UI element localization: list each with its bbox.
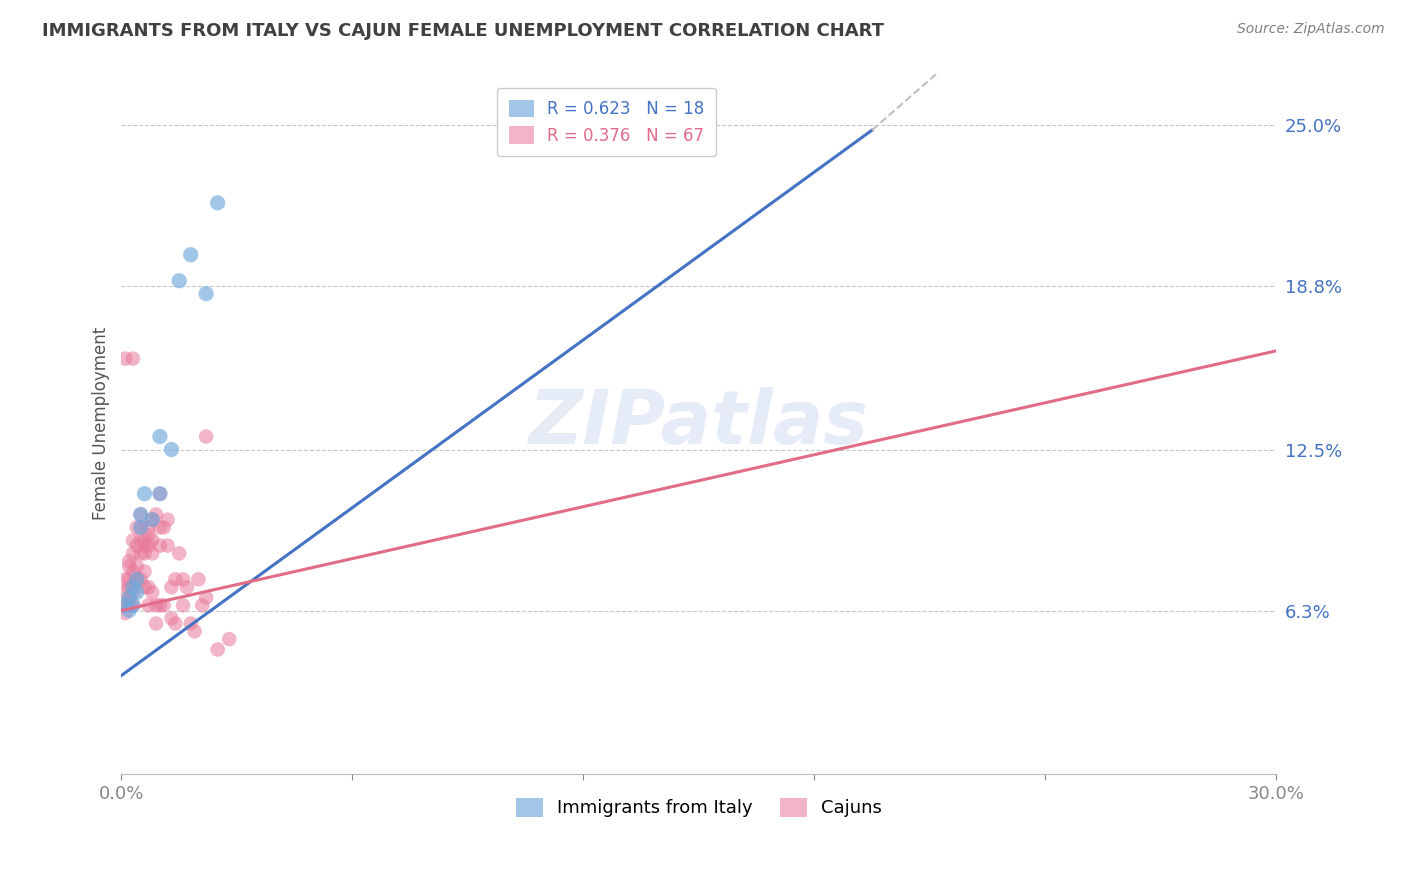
Point <box>165 616 187 631</box>
Point <box>195 286 218 301</box>
Point <box>172 599 194 613</box>
Y-axis label: Female Unemployment: Female Unemployment <box>93 327 110 520</box>
Text: ZIPatlas: ZIPatlas <box>529 387 869 460</box>
Point <box>149 429 172 443</box>
Point <box>114 599 136 613</box>
Point <box>114 599 136 613</box>
Point <box>145 599 167 613</box>
Point <box>134 533 156 548</box>
Point <box>138 520 160 534</box>
Point <box>118 559 141 574</box>
Point <box>118 591 141 605</box>
Text: IMMIGRANTS FROM ITALY VS CAJUN FEMALE UNEMPLOYMENT CORRELATION CHART: IMMIGRANTS FROM ITALY VS CAJUN FEMALE UN… <box>42 22 884 40</box>
Point <box>125 559 148 574</box>
Point <box>122 546 145 560</box>
Point <box>141 533 163 548</box>
Point <box>125 573 148 587</box>
Point <box>129 520 152 534</box>
Point <box>122 585 145 599</box>
Point <box>145 616 167 631</box>
Point <box>118 573 141 587</box>
Point <box>156 539 179 553</box>
Point <box>118 554 141 568</box>
Point <box>118 580 141 594</box>
Point <box>149 520 172 534</box>
Point <box>122 599 145 613</box>
Point <box>129 546 152 560</box>
Point <box>207 195 229 210</box>
Point <box>149 539 172 553</box>
Point <box>118 603 141 617</box>
Point <box>145 508 167 522</box>
Point <box>114 606 136 620</box>
Point <box>160 611 183 625</box>
Point <box>172 573 194 587</box>
Point <box>134 580 156 594</box>
Point <box>129 508 152 522</box>
Point <box>122 599 145 613</box>
Point <box>138 580 160 594</box>
Point <box>195 429 218 443</box>
Point <box>122 580 145 594</box>
Point <box>134 486 156 500</box>
Point <box>180 248 202 262</box>
Point <box>118 591 141 605</box>
Point <box>122 565 145 579</box>
Point <box>118 599 141 613</box>
Point <box>167 274 190 288</box>
Point <box>160 442 183 457</box>
Point <box>191 599 214 613</box>
Point <box>180 616 202 631</box>
Point <box>218 632 240 646</box>
Point <box>141 546 163 560</box>
Point <box>129 508 152 522</box>
Point <box>125 585 148 599</box>
Point <box>114 351 136 366</box>
Point <box>183 624 205 639</box>
Point <box>114 585 136 599</box>
Point <box>134 546 156 560</box>
Point <box>134 539 156 553</box>
Point <box>141 513 163 527</box>
Point <box>122 533 145 548</box>
Point <box>207 642 229 657</box>
Point <box>149 486 172 500</box>
Point <box>141 513 163 527</box>
Point <box>129 520 152 534</box>
Point <box>141 585 163 599</box>
Point <box>125 573 148 587</box>
Point <box>195 591 218 605</box>
Point <box>165 573 187 587</box>
Point <box>176 580 198 594</box>
Point <box>134 565 156 579</box>
Point <box>167 546 190 560</box>
Point <box>187 573 209 587</box>
Point <box>129 573 152 587</box>
Point <box>156 513 179 527</box>
Point <box>149 599 172 613</box>
Point <box>138 599 160 613</box>
Point <box>152 520 174 534</box>
Point <box>160 580 183 594</box>
Point <box>149 486 172 500</box>
Point <box>152 599 174 613</box>
Point <box>138 528 160 542</box>
Point <box>122 351 145 366</box>
Point <box>138 539 160 553</box>
Point <box>125 520 148 534</box>
Legend: Immigrants from Italy, Cajuns: Immigrants from Italy, Cajuns <box>509 791 890 825</box>
Point <box>125 539 148 553</box>
Point <box>129 533 152 548</box>
Text: Source: ZipAtlas.com: Source: ZipAtlas.com <box>1237 22 1385 37</box>
Point <box>114 573 136 587</box>
